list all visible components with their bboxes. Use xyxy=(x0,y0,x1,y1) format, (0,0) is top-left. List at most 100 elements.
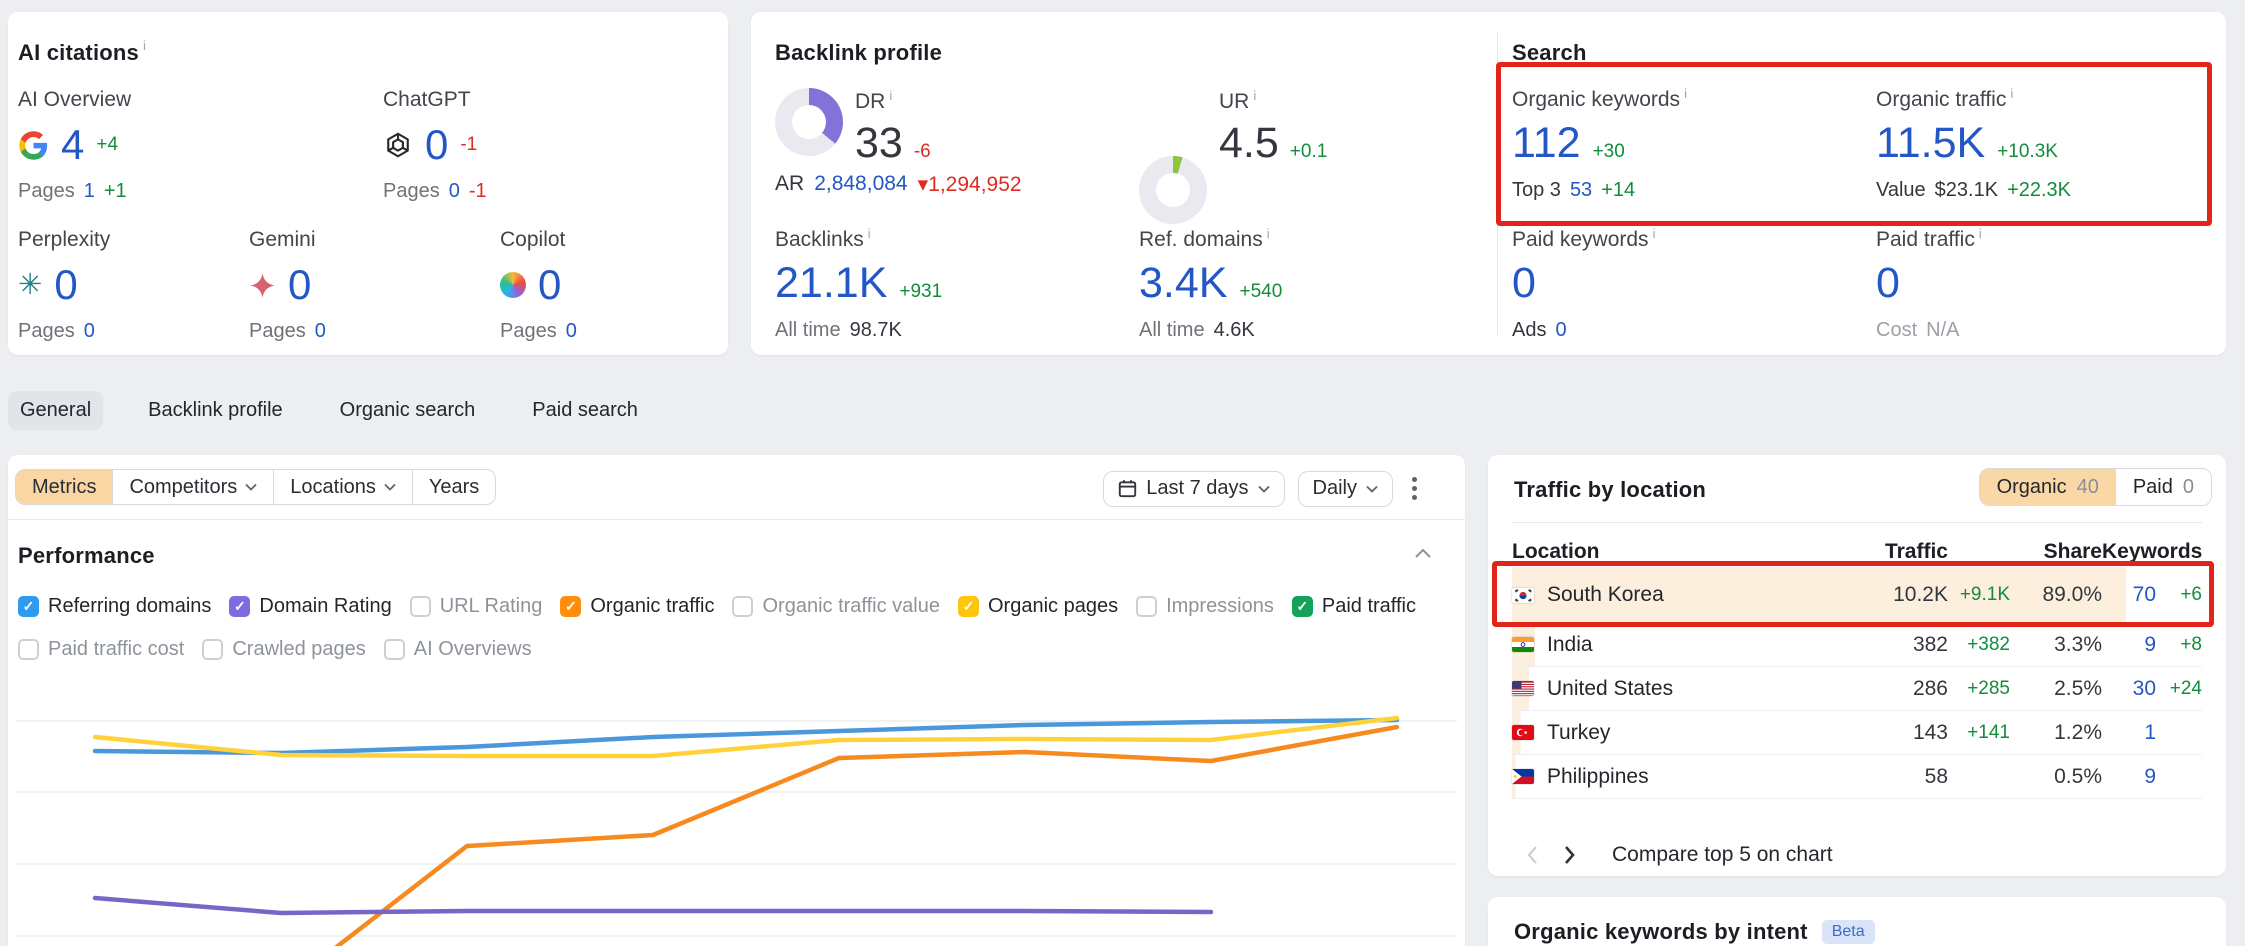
table-row-south-korea[interactable]: South Korea 10.2K +9.1K 89.0% 70 +6 xyxy=(1512,567,2202,623)
share-value: 89.0% xyxy=(2042,583,2102,606)
table-row-turkey[interactable]: Turkey 143 +141 1.2% 1 xyxy=(1512,711,2202,755)
stat-delta: +4 xyxy=(96,134,119,155)
toggle-paid[interactable]: Paid 0 xyxy=(2115,469,2211,505)
table-row-philippines[interactable]: Philippines 58 0.5% 9 xyxy=(1512,755,2202,799)
metric-checkbox-impressions[interactable]: Impressions xyxy=(1136,595,1274,618)
segment-competitors[interactable]: Competitors xyxy=(113,470,275,504)
ref-domains-value[interactable]: 3.4K xyxy=(1139,259,1228,307)
granularity-button[interactable]: Daily xyxy=(1297,470,1393,507)
pages-delta: -1 xyxy=(468,180,487,202)
keywords-value[interactable]: 9 xyxy=(2144,632,2156,656)
share-value: 3.3% xyxy=(2054,632,2102,656)
ai-citations-title: AI citations i xyxy=(18,38,147,65)
organic-keywords-value[interactable]: 112 xyxy=(1512,119,1581,167)
info-icon[interactable]: i xyxy=(2010,86,2014,101)
organic-traffic-value[interactable]: 11.5K xyxy=(1876,119,1986,167)
traffic-type-toggle: Organic 40 Paid 0 xyxy=(1978,468,2212,506)
paid-traffic-stat: Paid traffic i 0 Cost N/A xyxy=(1876,226,1982,341)
traffic-by-location-card: Traffic by location Organic 40 Paid 0 Loca… xyxy=(1488,455,2226,876)
location-name: Turkey xyxy=(1547,720,1611,744)
google-icon xyxy=(18,130,49,161)
col-share[interactable]: Share xyxy=(2043,540,2102,563)
tab-general[interactable]: General xyxy=(8,390,104,430)
pages-value[interactable]: 0 xyxy=(565,320,577,342)
keywords-value[interactable]: 9 xyxy=(2144,764,2156,788)
ar-value[interactable]: 2,848,084 xyxy=(814,172,908,195)
info-icon[interactable]: i xyxy=(1978,226,1982,241)
info-icon[interactable]: i xyxy=(1684,86,1687,101)
metric-checkbox-organic-traffic-value[interactable]: Organic traffic value xyxy=(732,595,940,618)
location-cell[interactable]: India xyxy=(1512,633,1862,657)
metric-label: Organic traffic value xyxy=(762,594,940,617)
more-options-button[interactable] xyxy=(1406,469,1423,508)
tab-paid-search[interactable]: Paid search xyxy=(532,398,638,421)
keywords-value[interactable]: 30 xyxy=(2132,676,2156,700)
pages-label: Pages xyxy=(500,320,557,342)
prev-page-icon[interactable] xyxy=(1526,845,1539,865)
pages-value[interactable]: 0 xyxy=(314,320,326,342)
pages-value[interactable]: 1 xyxy=(83,180,95,202)
chevron-down-icon xyxy=(1366,485,1378,493)
flag-ph-icon xyxy=(1512,769,1534,784)
location-cell[interactable]: Philippines xyxy=(1512,765,1862,789)
table-row-india[interactable]: India 382 +382 3.3% 9 +8 xyxy=(1512,623,2202,667)
metric-checkbox-organic-traffic[interactable]: ✓ Organic traffic xyxy=(560,595,714,618)
pages-value[interactable]: 0 xyxy=(83,320,95,342)
location-cell[interactable]: United States xyxy=(1512,677,1862,701)
table-row-united-states[interactable]: United States 286 +285 2.5% 30 +24 xyxy=(1512,667,2202,711)
metric-checkbox-paid-traffic-cost[interactable]: Paid traffic cost xyxy=(18,638,184,661)
share-value: 0.5% xyxy=(2054,764,2102,788)
stat-gemini: Gemini 0 Pages 0 xyxy=(249,228,326,343)
paid-traffic-value[interactable]: 0 xyxy=(1876,259,1900,307)
pages-value[interactable]: 0 xyxy=(448,180,460,202)
tab-backlink-profile[interactable]: Backlink profile xyxy=(148,398,283,421)
info-icon[interactable]: i xyxy=(1266,226,1270,241)
segment-locations[interactable]: Locations xyxy=(274,470,413,504)
report-tabs: General Backlink profile Organic search … xyxy=(8,390,650,430)
location-name: India xyxy=(1547,632,1593,656)
segment-years[interactable]: Years xyxy=(428,475,480,498)
info-icon[interactable]: i xyxy=(142,38,147,53)
pages-label: Pages xyxy=(18,320,75,342)
location-cell[interactable]: South Korea xyxy=(1512,583,1862,607)
paid-keywords-value[interactable]: 0 xyxy=(1512,259,1536,307)
col-location[interactable]: Location xyxy=(1512,540,1600,563)
collapse-chevron-icon[interactable] xyxy=(1415,549,1431,558)
keywords-delta: +24 xyxy=(2169,677,2202,699)
location-name: Philippines xyxy=(1547,764,1649,788)
traffic-by-location-title: Traffic by location xyxy=(1514,477,1707,502)
metric-checkbox-ai-overviews[interactable]: AI Overviews xyxy=(383,638,532,661)
next-page-icon[interactable] xyxy=(1563,845,1576,865)
compare-top5-link[interactable]: Compare top 5 on chart xyxy=(1612,843,1833,866)
search-title: Search xyxy=(1512,40,1587,65)
info-icon[interactable]: i xyxy=(889,88,893,103)
info-icon[interactable]: i xyxy=(1253,88,1257,103)
metric-checkbox-url-rating[interactable]: URL Rating xyxy=(409,595,542,618)
metric-checkbox-organic-pages[interactable]: ✓ Organic pages xyxy=(957,595,1118,618)
keywords-value[interactable]: 70 xyxy=(2132,583,2156,606)
backlinks-value[interactable]: 21.1K xyxy=(775,259,888,307)
segment-metrics[interactable]: Metrics xyxy=(16,470,114,504)
location-cell[interactable]: Turkey xyxy=(1512,721,1862,745)
ar-delta: ▾1,294,952 xyxy=(917,173,1022,196)
tab-organic-search[interactable]: Organic search xyxy=(339,398,476,421)
performance-title: Performance xyxy=(18,543,155,568)
series-line-referring-domains xyxy=(92,717,1400,756)
date-range-button[interactable]: Last 7 days xyxy=(1103,470,1285,507)
col-traffic[interactable]: Traffic xyxy=(1884,540,1948,563)
metric-checkbox-crawled-pages[interactable]: Crawled pages xyxy=(202,638,366,661)
metric-checkbox-paid-traffic[interactable]: ✓ Paid traffic xyxy=(1291,595,1416,618)
performance-card: Metrics Competitors Locations Years Last… xyxy=(8,455,1465,946)
info-icon[interactable]: i xyxy=(1652,226,1656,241)
performance-chart[interactable] xyxy=(8,661,1465,946)
info-icon[interactable]: i xyxy=(867,226,871,241)
toggle-organic[interactable]: Organic 40 xyxy=(1979,469,2116,505)
stat-ai-overview: AI Overview 4 +4 Pages 1 +1 xyxy=(18,88,131,203)
metric-checkbox-referring-domains[interactable]: ✓ Referring domains xyxy=(18,595,211,618)
location-name: United States xyxy=(1547,676,1674,700)
paid-keywords-stat: Paid keywords i 0 Ads 0 xyxy=(1512,226,1656,341)
col-keywords[interactable]: Keywords xyxy=(2102,540,2203,563)
metric-checkbox-domain-rating[interactable]: ✓ Domain Rating xyxy=(229,595,392,618)
keywords-value[interactable]: 1 xyxy=(2144,720,2156,744)
